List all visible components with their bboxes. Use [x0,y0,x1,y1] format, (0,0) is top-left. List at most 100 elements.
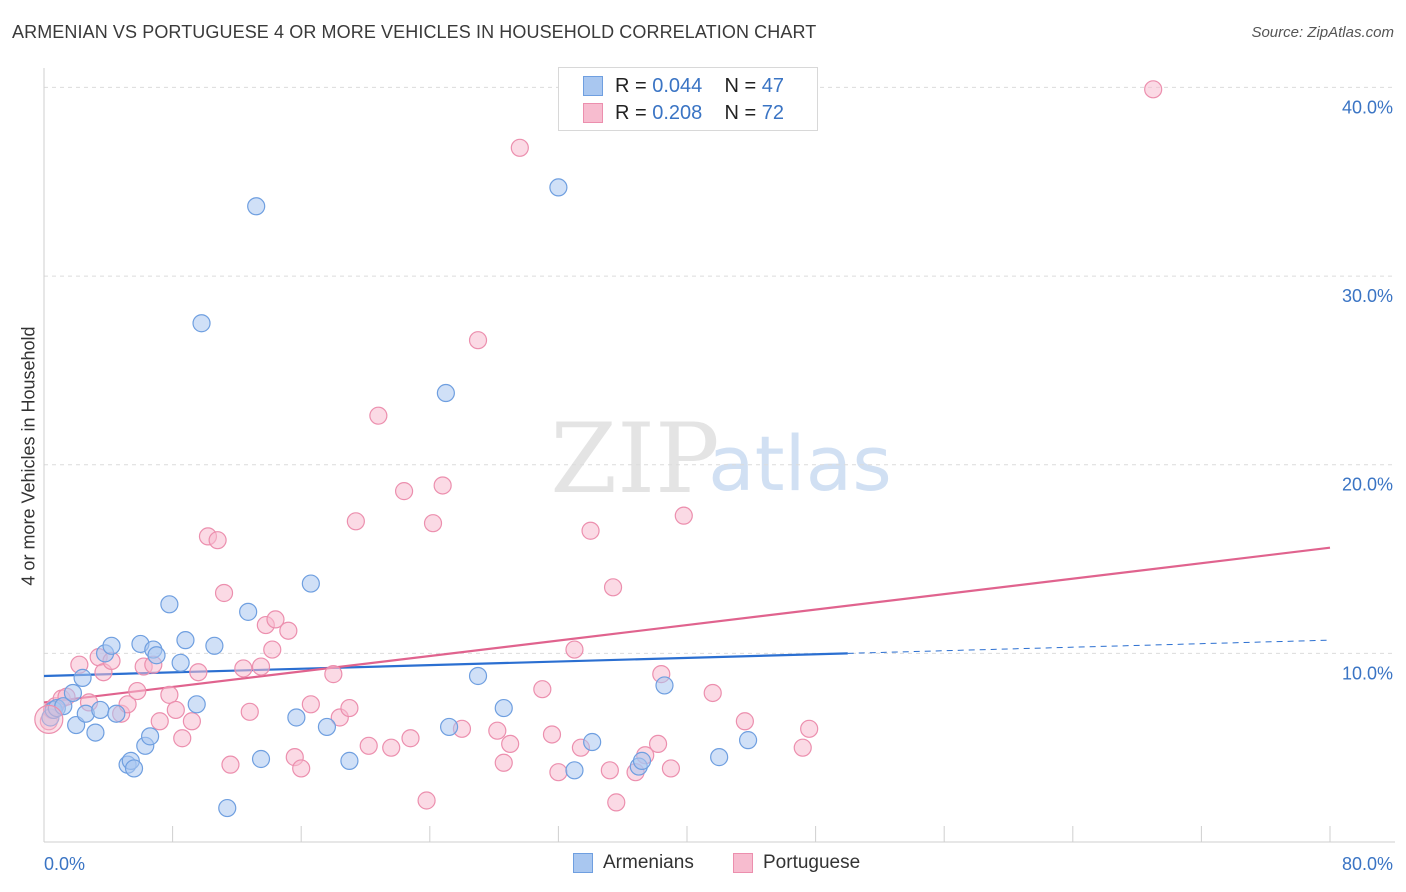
n-value: 47 [761,74,785,97]
portuguese-point [417,791,436,810]
portuguese-point [501,734,520,754]
portuguese-point [221,755,240,774]
armenians-swatch [583,76,603,96]
armenian-point [301,574,320,593]
portuguese-swatch [583,103,603,123]
armenian-point [218,798,237,818]
portuguese-point [735,712,754,731]
armenian-point [583,732,602,752]
armenian-point [436,383,455,403]
portuguese-point [266,610,285,629]
stats-legend: R = 0.044 N = 47 R = 0.208 N = 72 [558,67,818,131]
portuguese-point [234,659,253,678]
armenian-point [192,314,211,333]
y-tick-label: 10.0% [1342,663,1393,683]
armenian-point [317,717,337,737]
portuguese-point [173,729,192,748]
portuguese-point [182,712,201,731]
portuguese-point [648,734,668,754]
armenian-point [468,666,488,686]
portuguese-point [549,763,568,782]
watermark-atlas: atlas [708,419,892,508]
portuguese-point [674,506,693,525]
data-points [34,80,1163,818]
portuguese-point [150,712,169,731]
legend-label-portuguese: Portuguese [763,852,861,873]
portuguese-point [324,665,343,684]
portuguese-point [214,583,234,603]
portuguese-point [340,698,359,718]
r-value: 0.208 [652,101,703,124]
portuguese-point [600,761,619,780]
portuguese-point [394,482,414,501]
portuguese-point [292,759,311,778]
portuguese-point [488,721,507,740]
r-label: R = [615,101,647,124]
armenian-point [247,197,266,216]
portuguese-point [607,793,626,812]
armenian-trend-line [43,652,848,678]
armenian-point [171,653,190,672]
portuguese-point [581,521,600,540]
portuguese-point [382,738,401,757]
armenian-point [160,595,179,614]
portuguese-point [793,738,812,757]
portuguese-point [800,719,819,738]
legend-item-armenians[interactable]: Armenians [573,852,694,874]
armenian-point [63,683,83,703]
armenian-point [86,723,105,742]
armenian-point [738,731,758,750]
armenian-point [340,751,359,770]
armenian-point [140,727,160,746]
portuguese-point [160,685,179,704]
y-axis-label: 4 or more Vehicles in Household [18,326,39,586]
portuguese-point [369,406,388,425]
armenian-point [439,717,459,737]
n-value: 72 [761,101,785,124]
gridlines [44,86,1395,654]
armenians-legend-swatch [573,853,593,873]
portuguese-point [279,621,298,640]
portuguese-point [533,680,552,699]
portuguese-trend-line [43,546,1331,704]
chart-title: ARMENIAN VS PORTUGUESE 4 OR MORE VEHICLE… [12,22,817,42]
portuguese-point [166,700,185,720]
n-label: N = [724,101,757,124]
armenian-trend-extension [847,639,1331,654]
armenian-point [91,700,110,720]
legend-stats-armenians: R = 0.044 N = 47 [615,75,784,98]
n-label: N = [724,74,757,97]
watermark-zip: ZIP [550,403,719,515]
portuguese-point [661,759,681,778]
y-tick-labels: 10.0% 20.0% 30.0% 40.0% [1342,97,1393,683]
legend-item-portuguese[interactable]: Portuguese [733,852,860,874]
portuguese-point [346,512,365,531]
portuguese-point [240,702,259,721]
portuguese-point [128,681,147,701]
portuguese-point [468,331,488,350]
series-legend: Armenians Portuguese [0,850,1406,878]
armenian-point [107,704,126,723]
armenian-point [251,749,271,769]
portuguese-point [703,683,722,703]
source-credit: Source: ZipAtlas.com [1251,24,1394,41]
x-tick-labels: 0.0% 80.0% [44,854,1393,874]
armenian-point [632,751,652,770]
x-tick-label-max: 80.0% [1342,854,1393,874]
portuguese-point [423,514,443,533]
armenian-point [710,748,729,767]
y-tick-label: 40.0% [1342,97,1393,117]
portuguese-point [251,657,271,676]
portuguese-point [565,640,584,659]
portuguese-point [359,736,378,755]
armenian-point [147,646,166,665]
portuguese-point [510,138,529,157]
portuguese-point [494,753,513,772]
armenian-point [565,761,584,780]
y-tick-label: 20.0% [1342,475,1393,495]
y-tick-label: 30.0% [1342,286,1393,306]
armenian-point [205,636,224,655]
trend-lines [43,546,1331,704]
armenian-point [655,676,674,695]
